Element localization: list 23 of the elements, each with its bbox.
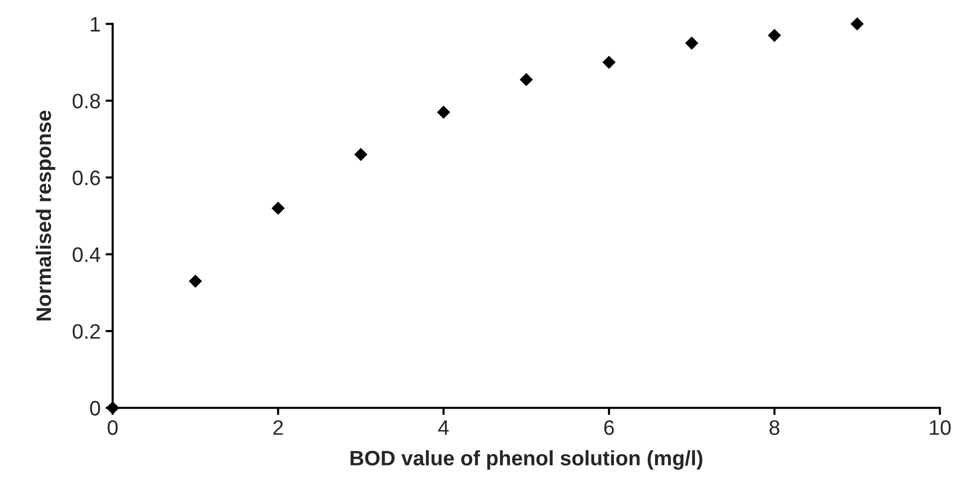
y-tick-label: 0.8	[72, 94, 100, 108]
x-tick-label: 2	[273, 420, 283, 435]
point	[272, 202, 285, 215]
x-axis-title: BOD value of phenol solution (mg/l)	[350, 450, 702, 470]
x-tick-label: 6	[604, 420, 614, 435]
y-tick-label: 0	[90, 400, 100, 416]
point	[768, 28, 782, 42]
y-tick-label: 0.6	[72, 170, 100, 186]
x-tick-label: 4	[438, 420, 449, 435]
point	[436, 106, 450, 119]
x-tick-label: 10	[930, 420, 951, 435]
point	[520, 72, 533, 86]
point	[188, 274, 202, 288]
x-tick-label: 0	[108, 420, 118, 435]
point	[602, 56, 616, 69]
y-tick-label: 0.4	[72, 247, 100, 262]
x-tick-label: 8	[770, 420, 780, 435]
y-tick-label: 0.2	[72, 324, 100, 339]
point	[685, 36, 698, 50]
y-axis-title: Normalised response	[36, 110, 56, 320]
point	[850, 17, 864, 30]
y-tick-label: 1	[90, 17, 100, 32]
point	[354, 148, 368, 162]
